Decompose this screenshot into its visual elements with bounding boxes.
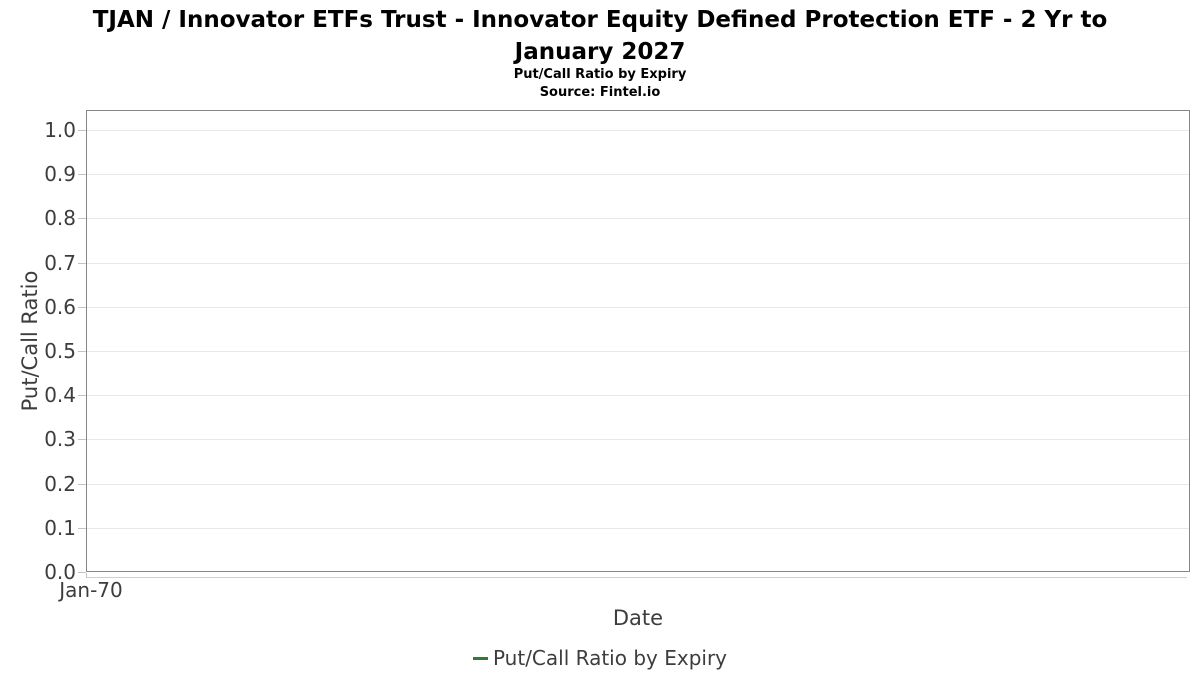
y-gridline-0.3 [87,439,1189,440]
y-axis-tick-0.4 [78,395,86,396]
y-tick-label-0.3: 0.3 [44,427,76,451]
chart-title-line2: January 2027 [514,39,686,65]
y-axis-tick-0.5 [78,351,86,352]
y-tick-label-0.9: 0.9 [44,162,76,186]
y-gridline-0.5 [87,351,1189,352]
y-axis-tick-0.3 [78,439,86,440]
y-tick-label-0.6: 0.6 [44,295,76,319]
y-gridline-0.8 [87,218,1189,219]
y-gridline-1.0 [87,130,1189,131]
y-tick-label-0.4: 0.4 [44,383,76,407]
y-axis-tick-0.7 [78,263,86,264]
y-gridline-0.4 [87,395,1189,396]
y-tick-label-0.5: 0.5 [44,339,76,363]
chart-source-label: Source: Fintel.io [539,85,661,100]
y-tick-label-0.2: 0.2 [44,472,76,496]
legend-line-icon [472,656,488,660]
y-tick-label-0.8: 0.8 [44,206,76,230]
y-axis-tick-0.2 [78,484,86,485]
chart-title: TJAN / Innovator ETFs Trust - Innovator … [0,4,1200,68]
y-axis-tick-0.9 [78,174,86,175]
x-axis-title: Date [612,606,664,630]
y-axis-tick-0.8 [78,218,86,219]
legend-item-label: Put/Call Ratio by Expiry [492,646,728,670]
y-axis-tick-0.6 [78,307,86,308]
y-gridline-0.7 [87,263,1189,264]
y-axis-title: Put/Call Ratio [18,270,42,412]
y-axis-tick-0.0 [78,572,86,573]
y-gridline-0.6 [87,307,1189,308]
y-gridline-0.2 [87,484,1189,485]
chart-title-line1: TJAN / Innovator ETFs Trust - Innovator … [92,7,1108,33]
x-axis-tick [86,573,87,578]
y-gridline-0.9 [87,174,1189,175]
x-axis-baseline [87,577,1187,578]
y-tick-label-0.0: 0.0 [44,560,76,584]
y-tick-label-0.1: 0.1 [44,516,76,540]
y-axis-tick-0.1 [78,528,86,529]
x-tick-label: Jan-70 [59,578,123,602]
chart-subtitle: Put/Call Ratio by Expiry [513,67,687,82]
chart-legend: Put/Call Ratio by Expiry [0,645,1200,671]
plot-area [86,110,1190,572]
y-axis-tick-1.0 [78,130,86,131]
y-gridline-0.1 [87,528,1189,529]
legend-item: Put/Call Ratio by Expiry [472,645,728,671]
y-tick-label-1.0: 1.0 [44,118,76,142]
y-tick-label-0.7: 0.7 [44,251,76,275]
